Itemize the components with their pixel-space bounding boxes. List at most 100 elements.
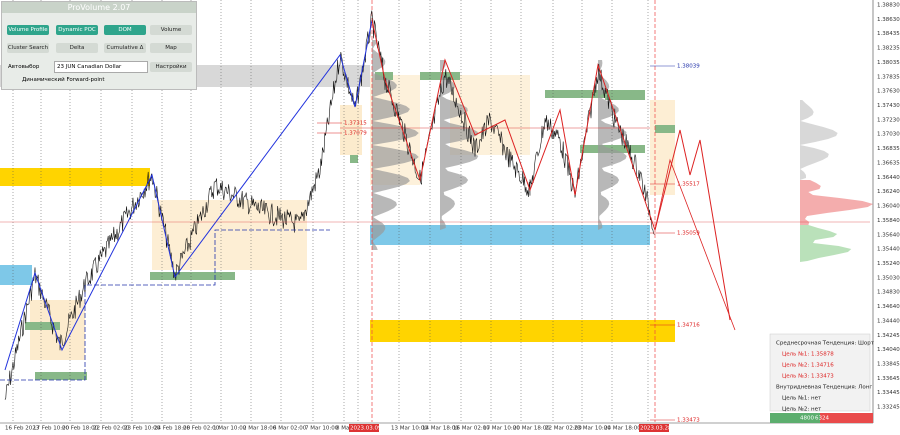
zigzag-blue — [4, 19, 373, 371]
price-label: 1.33445 — [877, 390, 900, 396]
time-label: 13 Mar 10:00 — [391, 426, 428, 432]
level-label: 1.34716 — [677, 323, 700, 329]
price-label: 1.36240 — [877, 189, 900, 195]
range-zone — [152, 200, 307, 270]
time-label: 14 Mar 18:00 — [422, 426, 459, 432]
price-label: 1.36040 — [877, 204, 900, 210]
range-zone — [340, 105, 362, 155]
time-label: 17 Mar 10:00 — [483, 426, 520, 432]
price-label: 1.37630 — [877, 89, 900, 95]
price-label: 1.37230 — [877, 117, 900, 123]
trend-line: Внутридневная Тенденция: Лонг — [776, 385, 872, 391]
time-label: 20 Feb 18:00 — [62, 426, 99, 432]
time-label: 16 Mar 02:00 — [453, 426, 490, 432]
price-label: 1.35240 — [877, 261, 900, 267]
instrument-select[interactable]: 23 JUN Canadian Dollar — [54, 61, 148, 73]
button[interactable]: Настройки — [150, 62, 192, 72]
time-label: 28 Feb 02:00 — [183, 426, 220, 432]
trend-line: Среднесрочная Тенденция: Шорт — [776, 341, 875, 347]
auto-select[interactable]: Автовыбор — [8, 64, 40, 70]
price-line — [4, 10, 655, 400]
price-label: 1.34245 — [877, 333, 900, 339]
time-label: 7 Mar 10:00 — [305, 426, 339, 432]
footer-value: 6324 — [815, 416, 829, 422]
level-label: 1.33473 — [677, 418, 700, 424]
button[interactable]: Cluster Search — [7, 43, 49, 53]
price-label: 1.37030 — [877, 132, 900, 138]
button[interactable]: Volume — [150, 25, 192, 35]
volume-level — [35, 372, 87, 380]
volume-level — [605, 92, 645, 100]
zigzag-red — [371, 19, 656, 231]
price-label: 1.35640 — [877, 232, 900, 238]
forward-point-toggle[interactable]: Динамический Forward-point — [22, 77, 105, 83]
button[interactable]: Delta — [56, 43, 98, 53]
button[interactable]: Cumulative Δ — [104, 43, 146, 53]
volume-level — [25, 322, 60, 330]
price-label: 1.34040 — [877, 347, 900, 353]
time-label: 6 Mar 02:00 — [273, 426, 307, 432]
price-label: 1.36440 — [877, 175, 900, 181]
volume-profile — [598, 60, 627, 230]
price-label: 1.37430 — [877, 103, 900, 109]
range-zone — [650, 100, 675, 195]
button[interactable]: Volume Profile — [7, 25, 49, 35]
time-label: 17 Feb 10:00 — [33, 426, 70, 432]
time-marker — [349, 424, 379, 432]
time-marker — [639, 424, 669, 432]
level-label: 1.35517 — [677, 182, 700, 188]
time-label: 24 Mar 18:00 — [604, 426, 641, 432]
time-label: 1 Mar 10:00 — [213, 426, 247, 432]
footer-value: 4800 — [800, 416, 814, 422]
level-label: 1.37079 — [344, 131, 367, 137]
time-label: 16 Feb 2023 — [5, 426, 40, 432]
demand-zone — [0, 265, 32, 285]
volume-level — [350, 155, 358, 163]
volume-profile — [372, 40, 419, 250]
button[interactable]: Dynamic POC — [56, 25, 98, 35]
price-label: 1.38435 — [877, 31, 900, 37]
price-label: 1.33845 — [877, 362, 900, 368]
price-label: 1.37835 — [877, 74, 900, 80]
trend-box — [769, 333, 871, 412]
level-label: 1.35059 — [677, 231, 700, 237]
price-label: 1.38035 — [877, 60, 900, 66]
price-label: 1.36835 — [877, 146, 900, 152]
supply-zone — [370, 320, 675, 342]
time-label: 24 Feb 18:00 — [154, 426, 191, 432]
panel-title: ProVolume 2.07 — [2, 2, 196, 13]
price-label: 1.33245 — [877, 405, 900, 411]
volume-level — [655, 125, 675, 133]
volume-profile — [800, 225, 852, 262]
range-line — [0, 229, 330, 381]
time-label: 2023.03.09 11:00 — [350, 426, 400, 432]
price-label: 1.35840 — [877, 218, 900, 224]
price-label: 1.38630 — [877, 17, 900, 23]
time-label: 2 Mar 18:00 — [243, 426, 277, 432]
volume-profile — [800, 180, 874, 225]
footer-bar — [820, 413, 873, 423]
time-label: 20 Mar 18:00 — [513, 426, 550, 432]
time-label: 22 Mar 02:00 — [545, 426, 582, 432]
supply-zone — [0, 168, 150, 186]
price-label: 1.35030 — [877, 275, 900, 281]
volume-level — [150, 272, 235, 280]
button[interactable]: DOM — [104, 25, 146, 35]
trend-line: Цель №3: 1.33473 — [782, 374, 834, 380]
price-label: 1.33645 — [877, 376, 900, 382]
time-label: 22 Feb 02:00 — [93, 426, 130, 432]
button[interactable]: Map — [150, 43, 192, 53]
level-label: 1.37315 — [344, 121, 367, 127]
forecast-red — [654, 158, 736, 331]
price-label: 1.34640 — [877, 304, 900, 310]
volume-profile — [800, 100, 838, 180]
time-label: 23 Mar 10:00 — [574, 426, 611, 432]
volume-profile — [440, 60, 479, 230]
volume-level — [545, 90, 645, 98]
price-label: 1.34830 — [877, 290, 900, 296]
price-axis — [873, 0, 900, 423]
price-label: 1.38235 — [877, 46, 900, 52]
price-label: 1.36635 — [877, 160, 900, 166]
price-label: 1.34440 — [877, 318, 900, 324]
